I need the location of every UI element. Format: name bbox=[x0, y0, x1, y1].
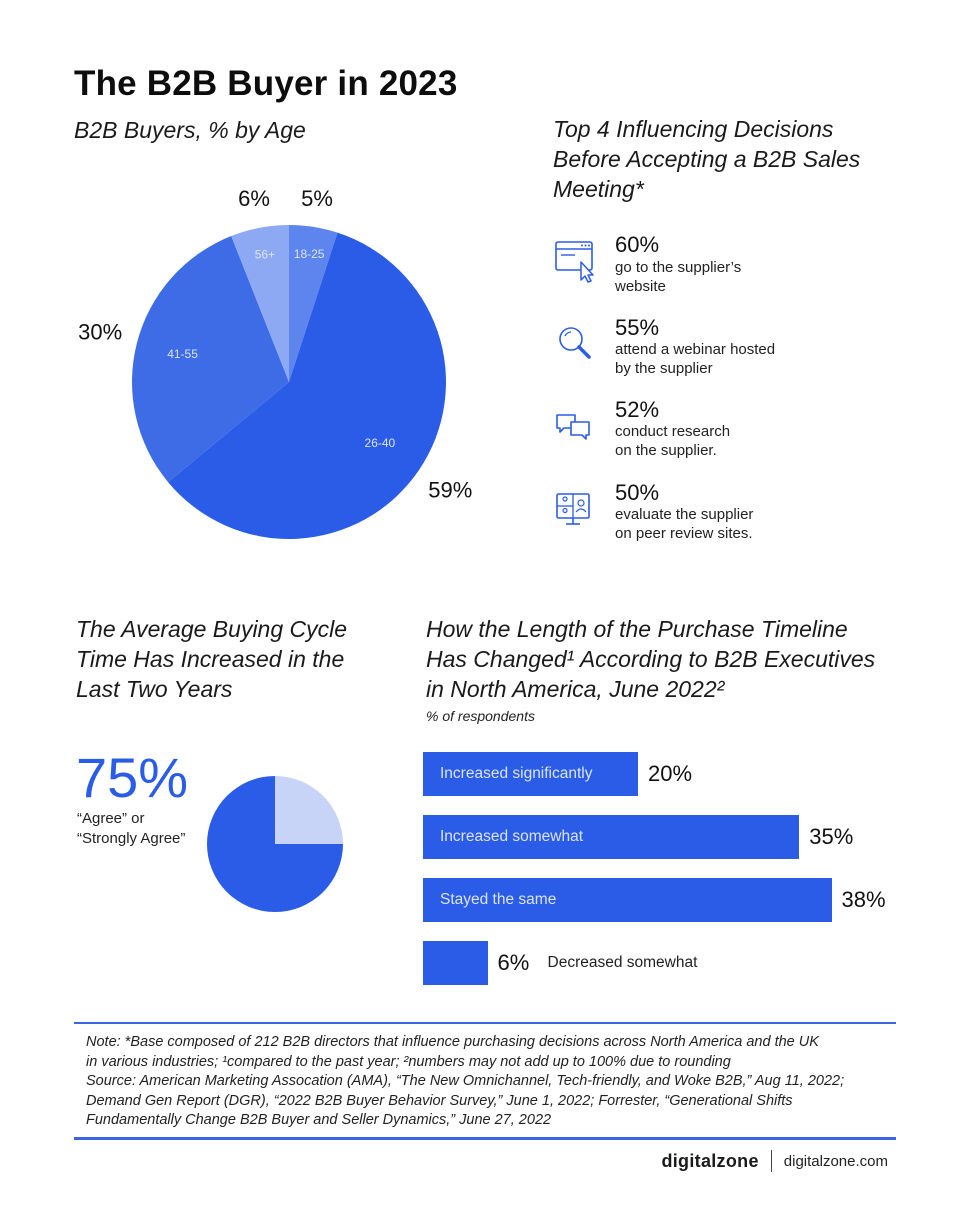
timeline-bar-label: Decreased somewhat bbox=[547, 954, 698, 971]
age-slice-value: 59% bbox=[428, 477, 472, 502]
note-top-rule bbox=[74, 1022, 896, 1024]
cycle-pie-chart bbox=[207, 776, 343, 912]
age-slice-26-40 bbox=[168, 232, 447, 539]
stat-desc-line: on the supplier. bbox=[615, 442, 717, 459]
timeline-bar-value: 38% bbox=[841, 887, 886, 912]
stat-desc-line: website bbox=[615, 278, 666, 295]
cycle-sub-line: “Agree” or bbox=[77, 810, 145, 827]
timeline-bar bbox=[423, 878, 832, 922]
timeline-subtitle: % of respondents bbox=[426, 708, 535, 724]
stat-50-pct: 50% bbox=[615, 480, 660, 505]
timeline-bar bbox=[423, 752, 638, 796]
stat-desc-line: attend a webinar hosted bbox=[615, 341, 776, 358]
video-call-icon bbox=[556, 493, 596, 533]
age-slice-label: 26-40 bbox=[365, 436, 396, 450]
age-slice-value: 6% bbox=[238, 186, 270, 211]
footer-site-link[interactable]: digitalzone.com bbox=[783, 1152, 888, 1170]
timeline-title-line: Has Changed¹ According to B2B Executives bbox=[426, 646, 876, 672]
note-line: Fundamentally Change B2B Buyer and Selle… bbox=[86, 1112, 552, 1128]
stat-desc-line: evaluate the supplier bbox=[615, 506, 754, 523]
stat-52-desc: conduct research on the supplier. bbox=[615, 422, 730, 460]
age-slice-value: 30% bbox=[78, 319, 122, 344]
stat-desc-line: on peer review sites. bbox=[615, 525, 753, 542]
influence-title-line: Meeting* bbox=[553, 176, 644, 202]
timeline-title-line: in North America, June 2022² bbox=[426, 676, 725, 702]
magnifier-icon bbox=[557, 325, 597, 365]
influence-title-line: Top 4 Influencing Decisions bbox=[553, 116, 834, 142]
age-slice-41-55 bbox=[132, 236, 289, 483]
stat-55-desc: attend a webinar hosted by the supplier bbox=[615, 340, 775, 378]
stat-desc-line: conduct research bbox=[615, 423, 731, 440]
stat-desc-line: by the supplier bbox=[615, 360, 713, 377]
age-slice-56+ bbox=[231, 225, 289, 382]
chat-bubbles-icon bbox=[555, 412, 595, 452]
timeline-title: How the Length of the Purchase Timeline … bbox=[426, 614, 875, 704]
website-cursor-icon bbox=[555, 240, 595, 283]
timeline-bar-value: 6% bbox=[497, 950, 530, 975]
stat-desc-line: go to the supplier’s bbox=[615, 259, 742, 276]
age-pie-slices: 18-25 5% 26-40 59% 41-55 30% 56+ 6% bbox=[78, 186, 472, 539]
cycle-title: The Average Buying Cycle Time Has Increa… bbox=[76, 614, 347, 704]
digitalzone-logo: digitalzone bbox=[661, 1150, 759, 1171]
cycle-big-pct: 75% bbox=[76, 746, 189, 809]
age-slice-label: 56+ bbox=[255, 248, 275, 262]
cycle-pie-slices bbox=[207, 776, 343, 912]
stat-52-pct: 52% bbox=[615, 397, 660, 422]
age-slice-label: 41-55 bbox=[167, 347, 198, 361]
note-line: Note: *Base composed of 212 B2B director… bbox=[86, 1034, 819, 1050]
cycle-slice-agree bbox=[207, 776, 343, 912]
page-title: The B2B Buyer in 2023 bbox=[74, 64, 458, 103]
cycle-sub-line: “Strongly Agree” bbox=[77, 830, 186, 847]
timeline-bar-label: Increased significantly bbox=[440, 765, 593, 782]
stat-55-pct: 55% bbox=[615, 315, 660, 340]
timeline-title-line: How the Length of the Purchase Timeline bbox=[426, 616, 848, 642]
note-line: Demand Gen Report (DGR), “2022 B2B Buyer… bbox=[86, 1092, 793, 1109]
influence-title-line: Before Accepting a B2B Sales bbox=[553, 146, 861, 172]
age-slice-18-25 bbox=[289, 225, 338, 382]
source-note: Note: *Base composed of 212 B2B director… bbox=[86, 1033, 896, 1131]
timeline-bar bbox=[423, 815, 800, 859]
stat-60-pct: 60% bbox=[615, 232, 660, 257]
age-chart-title: B2B Buyers, % by Age bbox=[74, 117, 306, 143]
note-bottom-rule bbox=[74, 1137, 896, 1140]
note-line: Source: American Marketing Assocation (A… bbox=[86, 1073, 845, 1089]
timeline-bar-value: 20% bbox=[648, 761, 693, 786]
cycle-title-line: Time Has Increased in the bbox=[76, 646, 345, 672]
stat-50-desc: evaluate the supplier on peer review sit… bbox=[615, 505, 753, 543]
stat-60-desc: go to the supplier’s website bbox=[615, 258, 741, 296]
cycle-slice-other bbox=[275, 776, 343, 844]
timeline-bar-label: Increased somewhat bbox=[440, 828, 584, 845]
age-slice-value: 5% bbox=[301, 186, 333, 211]
age-slice-label: 18-25 bbox=[294, 247, 325, 261]
timeline-bar-label: Stayed the same bbox=[440, 891, 557, 908]
footer-divider bbox=[770, 1150, 772, 1172]
timeline-bar bbox=[423, 941, 488, 985]
timeline-bar-chart: 20% Increased significantly 35% Increased s… bbox=[423, 752, 886, 985]
timeline-bar-value: 35% bbox=[809, 824, 854, 849]
footer-brand: digitalzone digitalzone.com bbox=[661, 1150, 888, 1172]
age-pie-chart: 18-25 5% 26-40 59% 41-55 30% 56+ 6% bbox=[78, 186, 472, 539]
cycle-title-line: Last Two Years bbox=[76, 676, 233, 702]
cycle-title-line: The Average Buying Cycle bbox=[76, 616, 348, 642]
note-line: in various industries; ¹compared to the … bbox=[86, 1053, 731, 1070]
cycle-sub: “Agree” or “Strongly Agree” bbox=[77, 809, 185, 849]
influence-title: Top 4 Influencing Decisions Before Accep… bbox=[553, 114, 860, 204]
